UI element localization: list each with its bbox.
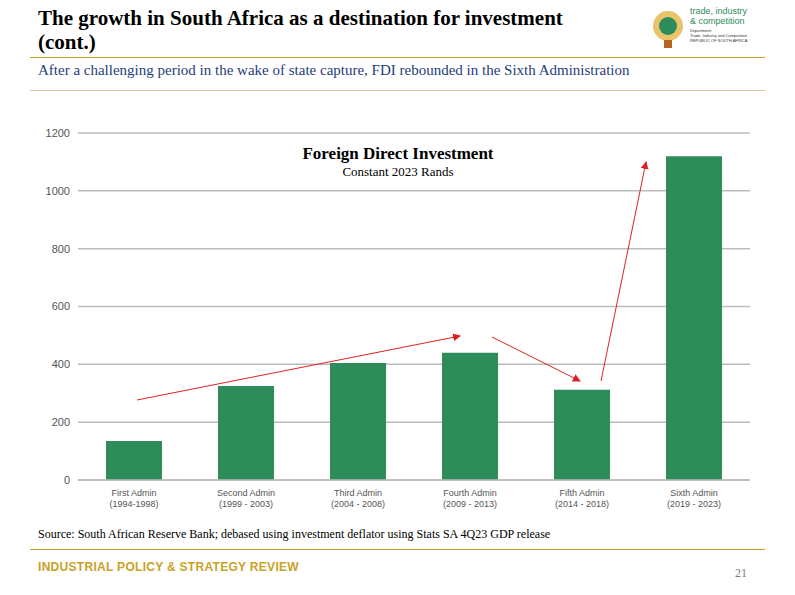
svg-text:(2004 - 2008): (2004 - 2008)	[331, 499, 385, 509]
svg-text:1200: 1200	[46, 127, 70, 139]
svg-text:(2014 - 2018): (2014 - 2018)	[555, 499, 609, 509]
svg-text:600: 600	[52, 300, 70, 312]
svg-text:400: 400	[52, 358, 70, 370]
html-text:INDUSTRIAL POLICY & STRATEGY R: INDUSTRIAL POLICY & STRATEGY REVIEW	[38, 560, 299, 574]
svg-text:Fourth Admin: Fourth Admin	[443, 488, 497, 498]
html-text:Source: South African Reserve: Source: South African Reserve Bank; deba…	[38, 527, 551, 541]
svg-text:(1994-1998): (1994-1998)	[109, 499, 158, 509]
svg-text:(2009 - 2013): (2009 - 2013)	[443, 499, 497, 509]
svg-text:First Admin: First Admin	[111, 488, 156, 498]
html-text:Department:: Department:	[690, 28, 712, 33]
svg-text:Fifth Admin: Fifth Admin	[559, 488, 604, 498]
svg-text:800: 800	[52, 243, 70, 255]
html-text:After a challenging period in: After a challenging period in the wake o…	[38, 62, 630, 78]
svg-text:(1999 - 2003): (1999 - 2003)	[219, 499, 273, 509]
html-text:Foreign Direct Investment: Foreign Direct Investment	[302, 144, 494, 163]
svg-text:(2019 - 2023): (2019 - 2023)	[667, 499, 721, 509]
svg-text:200: 200	[52, 416, 70, 428]
svg-text:Second Admin: Second Admin	[217, 488, 275, 498]
svg-text:Third Admin: Third Admin	[334, 488, 382, 498]
svg-text:1000: 1000	[46, 185, 70, 197]
svg-text:Sixth Admin: Sixth Admin	[670, 488, 718, 498]
svg-text:0: 0	[64, 474, 70, 486]
html-text:REPUBLIC OF SOUTH AFRICA: REPUBLIC OF SOUTH AFRICA	[690, 38, 748, 43]
html-text:21: 21	[735, 566, 747, 580]
html-text:The growth in South Africa as: The growth in South Africa as a destinat…	[38, 6, 563, 54]
html-text:trade, industry: trade, industry	[690, 6, 747, 16]
html-text:& competition: & competition	[690, 16, 745, 26]
html-text:Trade, Industry and Competitio: Trade, Industry and Competition	[690, 33, 747, 38]
html-text:Constant 2023 Rands: Constant 2023 Rands	[342, 164, 454, 179]
